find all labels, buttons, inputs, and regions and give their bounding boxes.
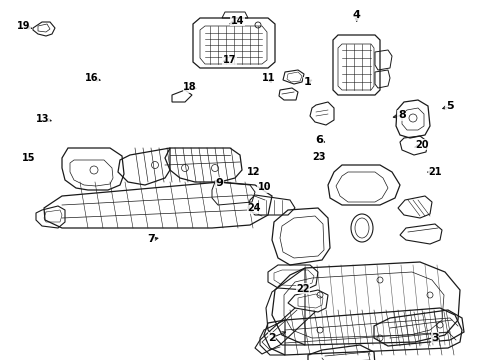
Text: 4: 4 [353, 10, 361, 20]
Text: 8: 8 [398, 110, 406, 120]
Text: 11: 11 [262, 73, 275, 84]
Text: 19: 19 [17, 21, 30, 31]
Text: 7: 7 [147, 234, 155, 244]
Text: 2: 2 [268, 333, 276, 343]
Text: 22: 22 [296, 284, 310, 294]
Text: 13: 13 [36, 114, 50, 124]
Text: 23: 23 [313, 152, 326, 162]
Text: 21: 21 [428, 167, 442, 177]
Text: 3: 3 [431, 333, 439, 343]
Text: 10: 10 [258, 182, 271, 192]
Text: 20: 20 [416, 140, 429, 150]
Text: 15: 15 [22, 153, 35, 163]
Text: 16: 16 [85, 73, 99, 84]
Text: 9: 9 [216, 178, 223, 188]
Text: 14: 14 [231, 16, 245, 26]
Text: 24: 24 [247, 203, 261, 213]
Text: 5: 5 [446, 101, 454, 111]
Text: 6: 6 [316, 135, 323, 145]
Text: 18: 18 [183, 82, 197, 92]
Text: 12: 12 [247, 167, 261, 177]
Text: 1: 1 [304, 77, 312, 87]
Text: 17: 17 [222, 55, 236, 66]
